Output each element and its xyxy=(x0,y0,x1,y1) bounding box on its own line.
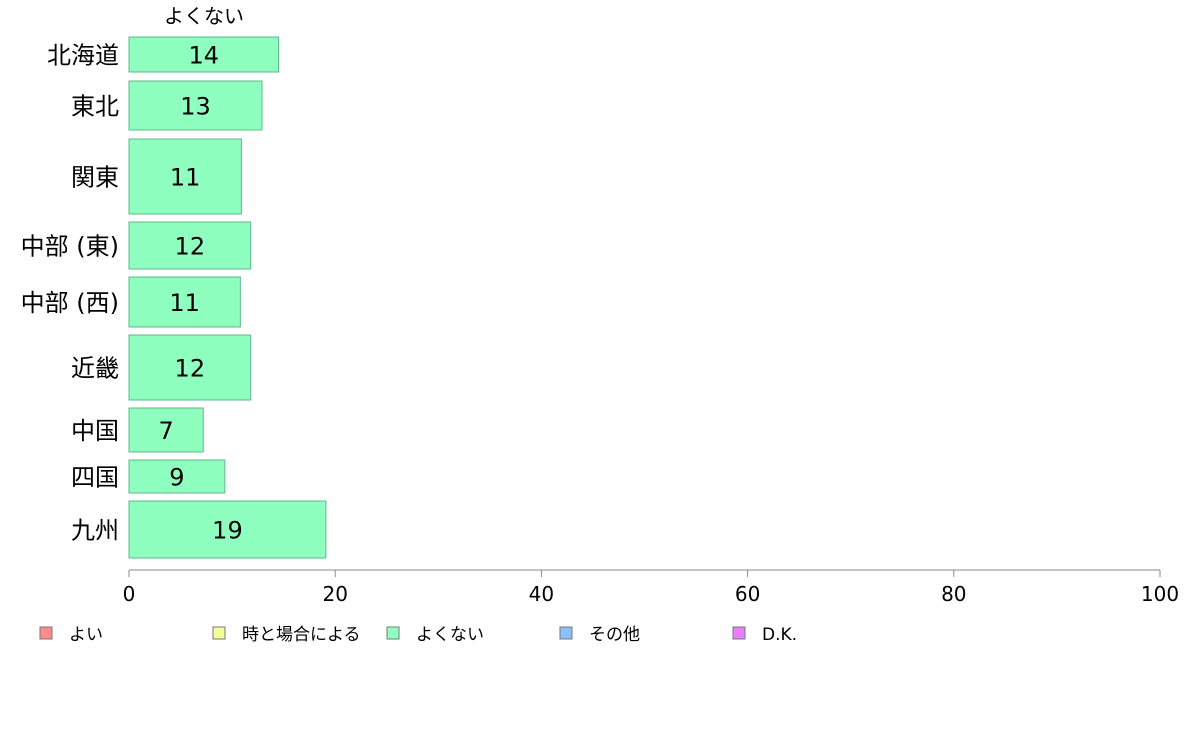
bar xyxy=(128,459,226,494)
bar xyxy=(128,276,241,328)
category-label: 四国 xyxy=(71,464,119,492)
bar xyxy=(128,407,204,453)
legend-swatch xyxy=(39,626,53,640)
data-label: 11 xyxy=(169,289,200,317)
bar xyxy=(128,334,252,401)
bar xyxy=(128,80,263,131)
data-label: 12 xyxy=(175,233,206,261)
data-label: 11 xyxy=(170,164,201,192)
legend-swatch xyxy=(212,626,226,640)
x-tick-label: 100 xyxy=(1141,582,1179,606)
data-label: 14 xyxy=(188,42,219,70)
data-label: 7 xyxy=(158,417,173,445)
x-tick-label: 80 xyxy=(941,582,966,606)
x-axis: 0 20 40 60 80 100 xyxy=(123,569,1179,606)
bar xyxy=(128,221,252,270)
category-label: 北海道 xyxy=(47,42,119,70)
series-title: よくない xyxy=(164,4,244,28)
legend-swatch xyxy=(386,626,400,640)
x-tick-label: 40 xyxy=(529,582,554,606)
legend-label: D.K. xyxy=(762,625,797,645)
bars-layer: 北海道 14 東北 13 関東 11 中部 (東) 12 中部 (西) 11 近畿 12 中国 7 四国 9 九… xyxy=(21,36,327,559)
data-label: 13 xyxy=(180,93,211,121)
legend-swatch xyxy=(559,626,573,640)
x-tick-label: 20 xyxy=(322,582,347,606)
legend-label: よい xyxy=(69,625,103,645)
category-label: 九州 xyxy=(71,517,119,545)
data-label: 12 xyxy=(175,355,206,383)
legend-label: よくない xyxy=(416,625,484,645)
category-label: 中部 (西) xyxy=(21,289,119,317)
category-label: 中部 (東) xyxy=(21,233,119,261)
bar xyxy=(128,138,242,215)
x-tick-label: 60 xyxy=(735,582,760,606)
x-tick-label: 0 xyxy=(123,582,136,606)
bar xyxy=(128,500,327,559)
category-label: 中国 xyxy=(71,417,119,445)
category-label: 東北 xyxy=(71,93,119,121)
category-label: 関東 xyxy=(71,164,119,192)
data-label: 9 xyxy=(169,464,184,492)
legend: よい 時と場合による よくない その他 D.K. xyxy=(39,625,797,645)
category-label: 近畿 xyxy=(71,355,119,383)
legend-label: 時と場合による xyxy=(242,625,361,645)
data-label: 19 xyxy=(212,517,243,545)
bar xyxy=(128,36,279,73)
legend-label: その他 xyxy=(589,625,640,645)
legend-swatch xyxy=(732,626,746,640)
